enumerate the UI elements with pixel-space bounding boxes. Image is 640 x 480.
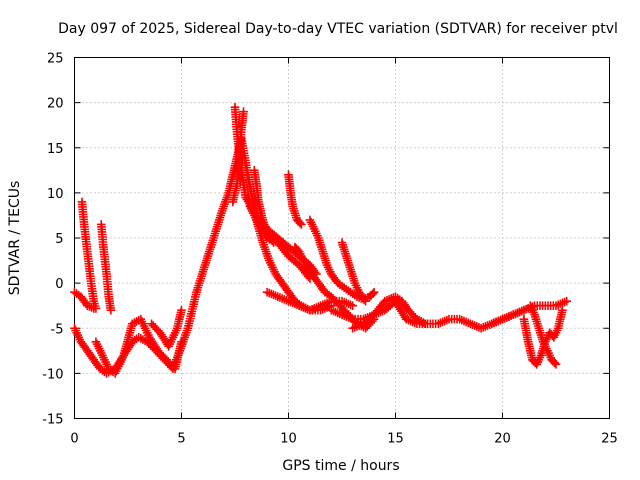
series-track-o <box>337 238 370 306</box>
series-track-d <box>96 220 116 315</box>
data-point <box>369 287 379 297</box>
data-point <box>297 220 306 229</box>
y-tick-label: 5 <box>55 232 63 247</box>
x-tick-label: 20 <box>494 432 511 447</box>
y-tick-label: 15 <box>47 142 64 157</box>
y-axis-label: SDTVAR / TECUs <box>7 181 23 296</box>
x-tick-label: 0 <box>70 432 78 447</box>
data-point <box>550 358 559 368</box>
series-track-a <box>70 134 315 378</box>
data-point <box>269 238 278 247</box>
data-point <box>368 289 377 298</box>
y-tick-label: 20 <box>47 97 64 112</box>
series-track-l <box>284 170 306 229</box>
x-tick-label: 15 <box>387 432 404 447</box>
series-track-f <box>147 305 186 351</box>
axis-ticks <box>74 57 610 419</box>
series-track-j <box>249 166 278 247</box>
y-tick-label: 10 <box>47 187 64 202</box>
series-track-k <box>262 287 357 315</box>
grid-lines <box>74 57 610 419</box>
x-tick-labels: 0 5 10 15 20 25 <box>70 432 617 447</box>
data-point <box>177 337 186 347</box>
series-track-q <box>348 292 430 333</box>
data-point <box>558 305 567 315</box>
data-point <box>295 218 305 228</box>
x-tick-label: 10 <box>280 432 297 447</box>
data-point <box>551 360 561 369</box>
data-point <box>421 319 430 329</box>
y-tick-label: -5 <box>51 322 64 337</box>
data-point <box>91 304 101 313</box>
data-point <box>361 296 370 306</box>
series-track-c <box>77 197 101 313</box>
y-tick-label: -10 <box>42 367 63 382</box>
data-point <box>348 301 357 310</box>
x-tick-label: 5 <box>177 432 185 447</box>
series-track-n <box>305 215 379 304</box>
series-track-s <box>519 305 567 369</box>
data-point <box>562 296 571 306</box>
y-tick-labels: -15 -10 -5 0 5 10 15 20 25 <box>42 52 63 428</box>
y-tick-label: 25 <box>47 52 64 67</box>
data-point <box>177 305 186 315</box>
y-tick-label: 0 <box>55 277 63 292</box>
series-track-e <box>91 314 186 378</box>
data-point <box>228 197 238 207</box>
x-tick-label: 25 <box>601 432 618 447</box>
data-marks <box>70 102 571 378</box>
x-axis-label: GPS time / hours <box>282 458 399 474</box>
chart-title: Day 097 of 2025, Sidereal Day-to-day VTE… <box>58 21 618 37</box>
data-point <box>106 305 116 315</box>
series-track-t <box>526 301 561 369</box>
series-track-b <box>70 287 99 313</box>
series-track-r <box>487 296 571 329</box>
series-track-h <box>228 107 248 207</box>
y-tick-label: -15 <box>42 413 63 428</box>
